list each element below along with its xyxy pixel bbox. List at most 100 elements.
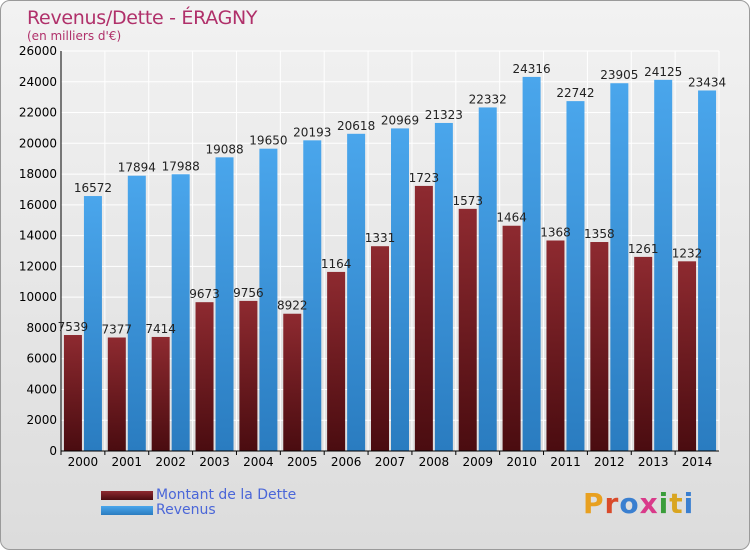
legend-swatch-debt [101, 491, 153, 500]
x-tick-label: 2012 [594, 455, 625, 469]
bar-debt [590, 242, 609, 451]
bar-revenue [347, 133, 366, 452]
y-tick-label: 12000 [19, 259, 57, 273]
proxiti-logo: Proxiti [583, 487, 694, 520]
legend-label-revenue: Revenus [156, 502, 216, 518]
data-label-revenue: 19088 [205, 142, 243, 156]
data-label-revenue: 22742 [556, 86, 594, 100]
data-label-debt: 1723 [409, 171, 440, 185]
bar-revenue [654, 79, 673, 451]
data-label-revenue: 22332 [469, 92, 507, 106]
bars [63, 76, 717, 452]
x-tick-label: 2014 [682, 455, 713, 469]
bar-debt [195, 302, 214, 451]
bar-revenue [215, 157, 234, 452]
bar-revenue [259, 148, 278, 451]
y-tick-label: 6000 [26, 352, 57, 366]
x-tick-label: 2003 [199, 455, 230, 469]
bar-debt [63, 335, 82, 451]
data-label-debt: 9756 [233, 286, 264, 300]
data-label-debt: 7539 [58, 320, 89, 334]
bar-debt [458, 208, 477, 451]
y-tick-label: 16000 [19, 198, 57, 212]
x-tick-label: 2011 [550, 455, 581, 469]
bar-debt [546, 240, 565, 451]
bar-debt [107, 337, 126, 451]
data-label-debt: 1261 [628, 242, 659, 256]
x-tick-label: 2000 [68, 455, 99, 469]
x-tick-label: 2007 [375, 455, 406, 469]
bar-revenue [434, 122, 453, 451]
legend-swatch-revenue [101, 506, 153, 515]
bar-debt [502, 225, 521, 451]
data-label-revenue: 21323 [425, 108, 463, 122]
y-tick-label: 14000 [19, 229, 57, 243]
bar-revenue [478, 107, 497, 451]
bar-revenue [303, 140, 322, 452]
bar-revenue [391, 128, 409, 451]
y-tick-label: 8000 [26, 321, 57, 335]
data-label-debt: 7414 [145, 322, 176, 336]
data-label-revenue: 23434 [688, 75, 726, 89]
y-tick-label: 2000 [26, 413, 57, 427]
data-label-debt: 1573 [452, 194, 483, 208]
bar-debt [371, 246, 389, 451]
y-tick-label: 0 [49, 444, 57, 458]
data-label-debt: 1368 [540, 225, 571, 239]
legend-label-debt: Montant de la Dette [156, 487, 297, 503]
logo-letter: o [619, 487, 640, 520]
axes: 0 2000 4000 6000 8000 10000 12000 14000 16000 180… [19, 44, 719, 469]
logo-letter: t [669, 487, 684, 520]
bar-debt [678, 261, 697, 451]
bar-debt [283, 313, 302, 451]
x-tick-label: 2004 [243, 455, 274, 469]
bar-revenue [171, 174, 190, 451]
x-tick-label: 2010 [506, 455, 537, 469]
bar-revenue [566, 101, 585, 451]
data-label-debt: 1331 [365, 231, 396, 245]
y-tick-label: 4000 [26, 382, 57, 396]
data-label-revenue: 24316 [513, 62, 551, 76]
logo-letter: i [683, 487, 695, 520]
data-label-revenue: 17988 [162, 159, 200, 173]
bar-revenue [698, 90, 717, 451]
data-label-revenue: 24125 [644, 65, 682, 79]
logo-letter: i [658, 487, 670, 520]
x-tick-label: 2009 [462, 455, 493, 469]
data-label-revenue: 20193 [293, 125, 331, 139]
data-label-debt: 1164 [321, 257, 352, 271]
data-label-revenue: 20618 [337, 119, 375, 133]
bar-debt [634, 256, 653, 451]
logo-letter: r [604, 487, 620, 520]
x-tick-label: 2001 [112, 455, 143, 469]
bar-debt [239, 300, 258, 451]
bar-revenue [610, 83, 629, 451]
data-label-debt: 1358 [584, 227, 615, 241]
bar-revenue [522, 76, 541, 452]
bar-revenue [127, 175, 146, 451]
x-tick-label: 2005 [287, 455, 318, 469]
chart-title: Revenus/Dette - ÉRAGNY [27, 7, 258, 29]
x-tick-label: 2013 [638, 455, 669, 469]
bar-debt [414, 185, 433, 451]
y-tick-label: 24000 [19, 75, 57, 89]
y-tick-label: 26000 [19, 44, 57, 58]
data-label-debt: 1464 [496, 211, 527, 225]
bar-revenue [83, 196, 102, 451]
y-tick-label: 20000 [19, 136, 57, 150]
data-label-debt: 8922 [277, 299, 308, 313]
chart-subtitle: (en milliers d'€) [27, 29, 122, 43]
data-label-revenue: 19650 [249, 134, 287, 148]
data-label-debt: 9673 [189, 287, 220, 301]
logo-letter: x [639, 487, 659, 520]
y-tick-label: 22000 [19, 106, 57, 120]
bar-debt [151, 336, 170, 451]
data-labels: 7539 16572 7377 17894 7414 17988 9673 19088 9756… [58, 62, 727, 337]
data-label-revenue: 20969 [381, 113, 419, 127]
bar-debt [327, 271, 346, 451]
x-tick-label: 2002 [155, 455, 186, 469]
data-label-debt: 1232 [672, 246, 703, 260]
x-tick-label: 2008 [419, 455, 450, 469]
